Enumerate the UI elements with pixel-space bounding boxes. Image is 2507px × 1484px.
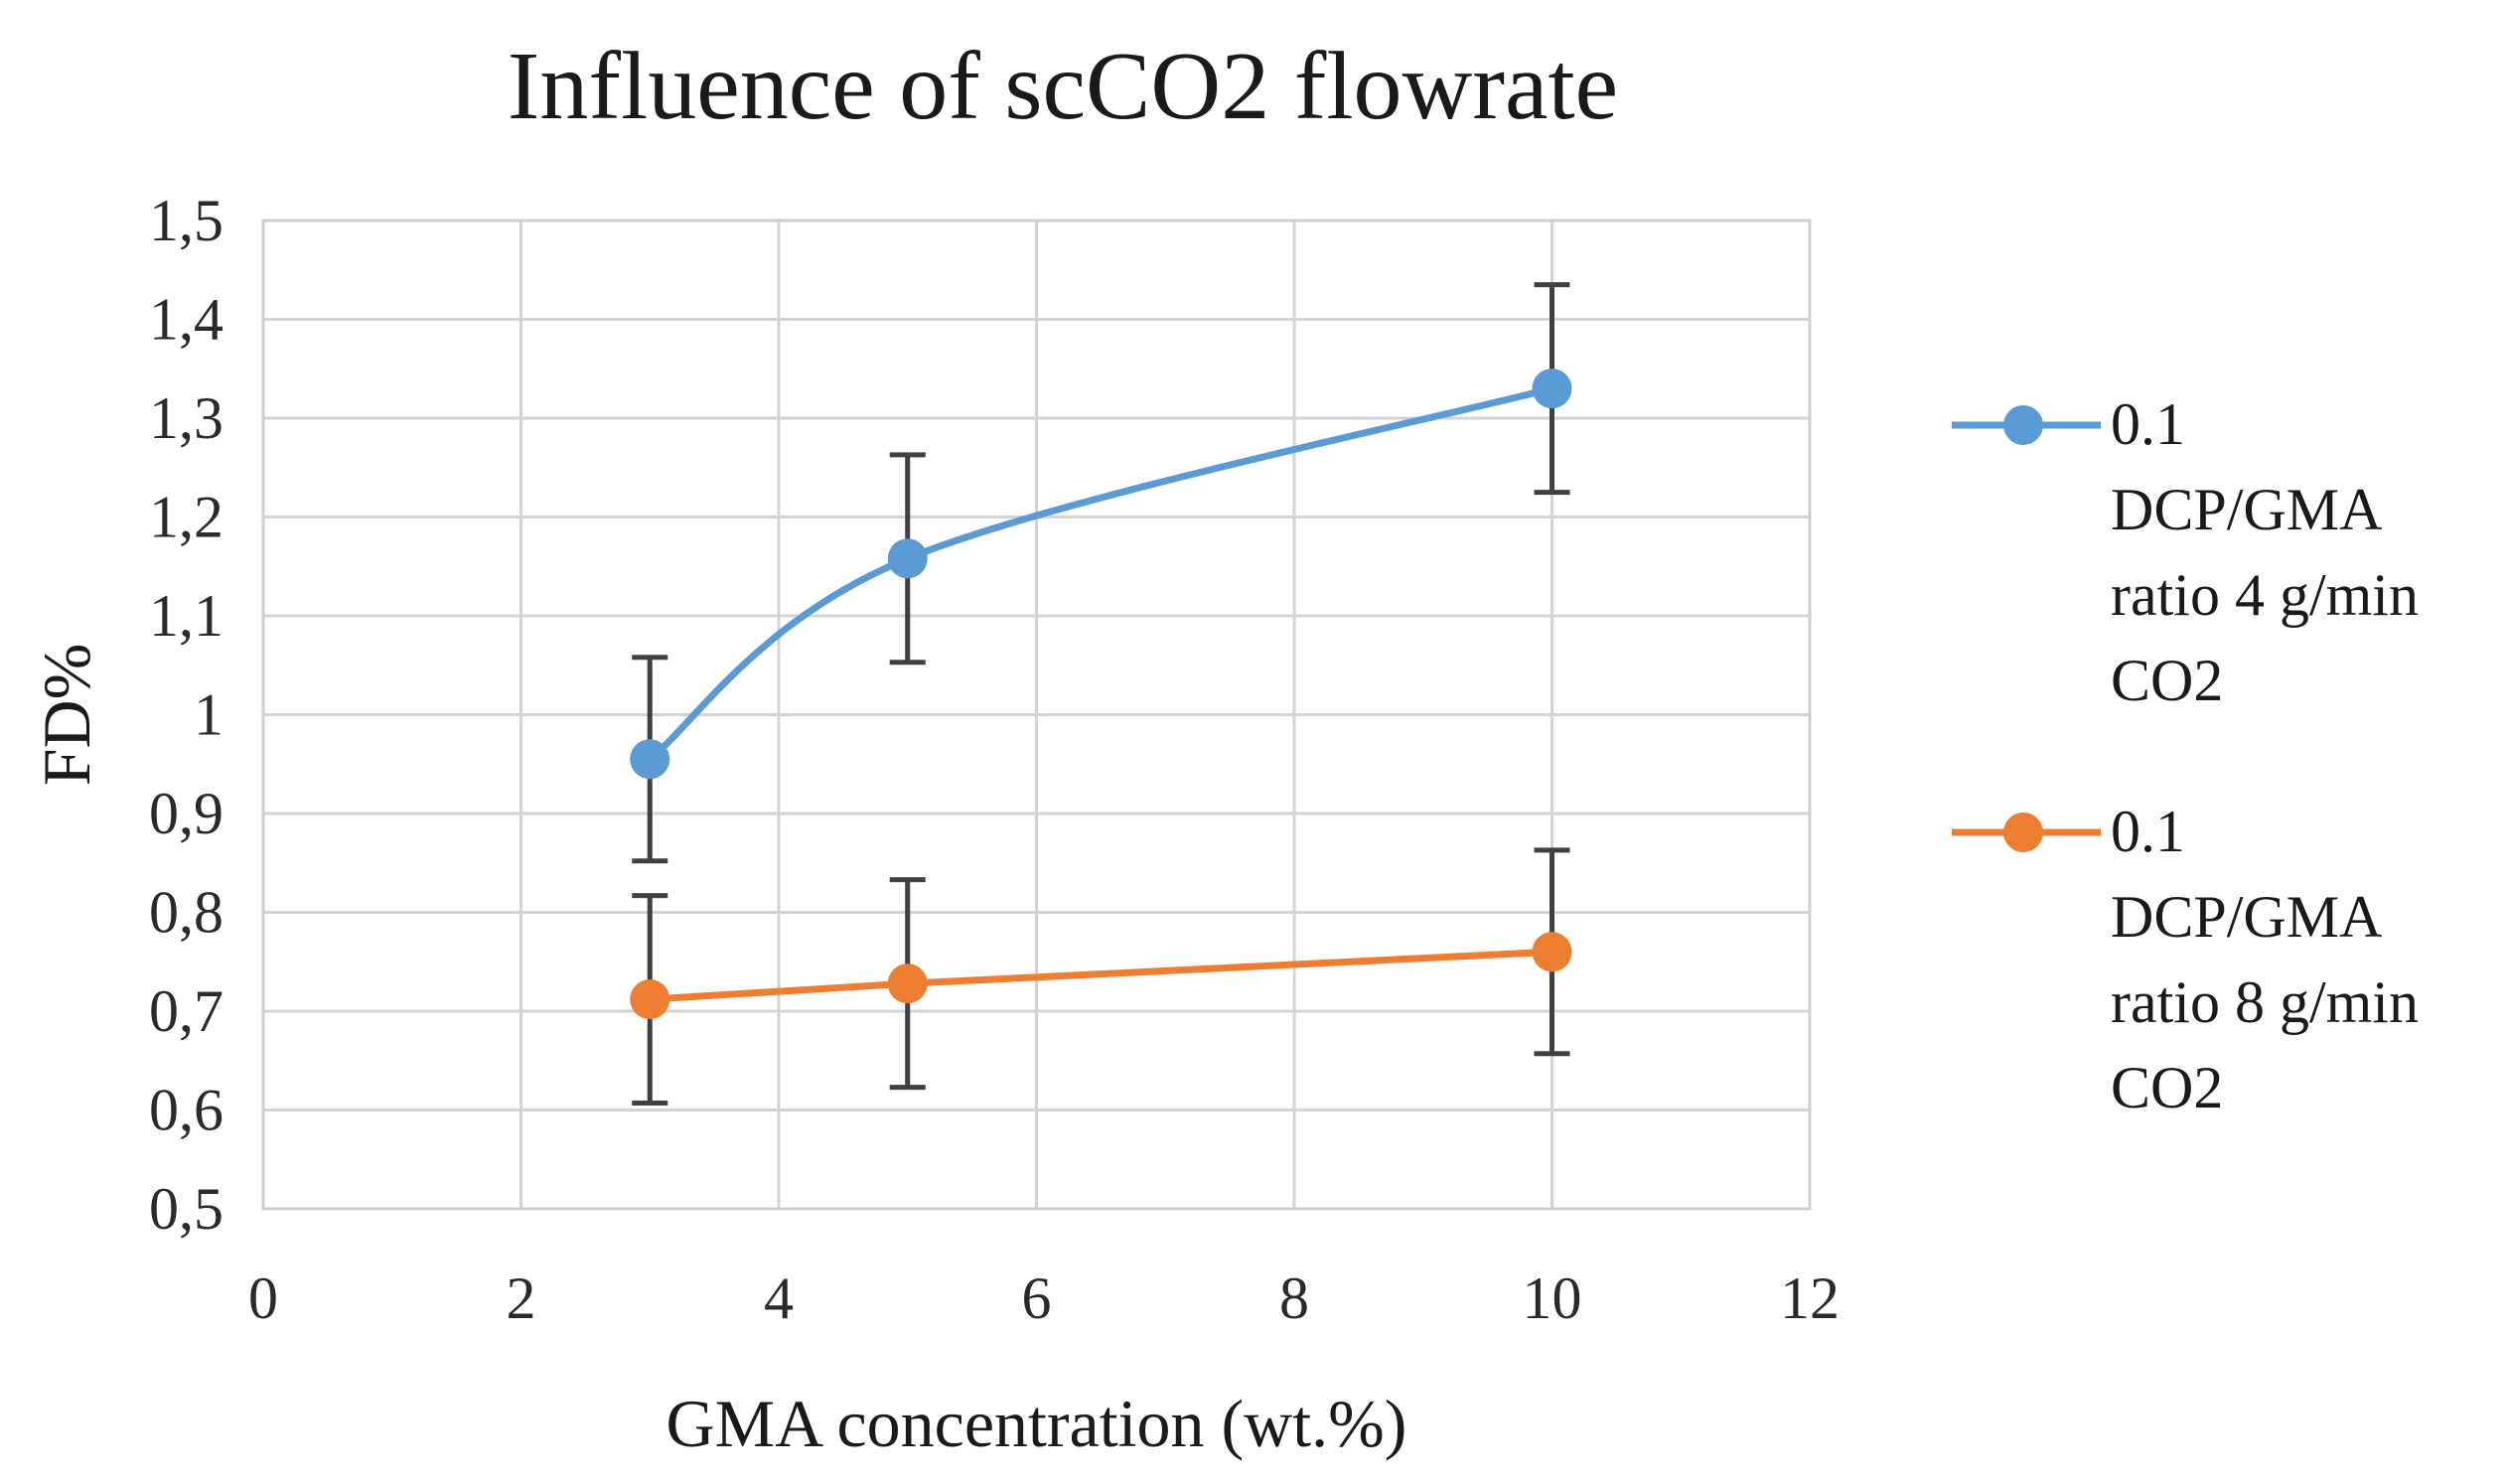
data-point-series-1 xyxy=(630,739,670,780)
y-tick-label: 1 xyxy=(194,682,223,748)
x-tick-label: 2 xyxy=(507,1265,536,1331)
y-axis-ticks: 0,5 0,6 0,7 0,8 0,9 1 1,1 1,2 1,3 1,4 1,5 xyxy=(149,188,223,1242)
legend-label-line: CO2 xyxy=(2111,648,2224,713)
chart-title: Influence of scCO2 flowrate xyxy=(507,33,1619,140)
data-point-series-2 xyxy=(630,979,670,1020)
x-axis-ticks: 0 2 4 6 8 10 12 xyxy=(248,1265,1840,1331)
legend-label-series-2: 0.1 DCP/GMA ratio 8 g/min CO2 xyxy=(2111,789,2507,1130)
y-tick-label: 0,6 xyxy=(149,1078,223,1143)
y-tick-label: 0,7 xyxy=(149,978,223,1044)
x-tick-label: 12 xyxy=(1780,1265,1840,1331)
legend-label-line: DCP/GMA xyxy=(2111,477,2383,542)
legend-label-line: 0.1 xyxy=(2111,799,2185,864)
y-tick-label: 1,2 xyxy=(149,485,223,550)
y-tick-label: 0,8 xyxy=(149,880,223,946)
series-markers xyxy=(630,369,1572,1020)
plot-border xyxy=(261,219,1812,1211)
data-point-series-2 xyxy=(1532,932,1572,972)
x-tick-label: 10 xyxy=(1523,1265,1582,1331)
legend-label-line: ratio 8 g/min xyxy=(2111,969,2419,1035)
gridlines xyxy=(261,219,1812,1211)
error-bars xyxy=(632,282,1570,1107)
x-tick-label: 8 xyxy=(1279,1265,1309,1331)
y-tick-label: 0,5 xyxy=(149,1176,223,1242)
legend-swatch-series-2 xyxy=(1952,813,2101,852)
series-line-2 xyxy=(646,948,1555,1003)
series-layer xyxy=(630,282,1572,1107)
x-tick-label: 4 xyxy=(764,1265,794,1331)
data-point-series-2 xyxy=(887,964,928,1004)
y-tick-label: 0,9 xyxy=(149,781,223,846)
y-tick-label: 1,1 xyxy=(149,583,223,649)
y-tick-label: 1,5 xyxy=(149,188,223,253)
legend-swatch-series-1 xyxy=(1952,405,2101,445)
y-tick-label: 1,3 xyxy=(149,385,223,451)
y-axis-title: FD% xyxy=(29,644,104,787)
series-lines xyxy=(646,384,1555,1003)
x-axis-title: GMA concentration (wt.%) xyxy=(666,1386,1407,1461)
x-tick-label: 0 xyxy=(248,1265,278,1331)
legend-label-series-1: 0.1 DCP/GMA ratio 4 g/min CO2 xyxy=(2111,381,2507,723)
y-tick-label: 1,4 xyxy=(149,287,223,353)
legend-label-line: ratio 4 g/min xyxy=(2111,562,2419,628)
data-point-series-1 xyxy=(1532,369,1572,409)
legend-label-line: CO2 xyxy=(2111,1055,2224,1120)
data-point-series-1 xyxy=(887,538,928,579)
legend-label-line: 0.1 xyxy=(2111,391,2185,457)
series-line-1 xyxy=(646,384,1555,763)
x-tick-label: 6 xyxy=(1022,1265,1052,1331)
legend-label-line: DCP/GMA xyxy=(2111,884,2383,950)
